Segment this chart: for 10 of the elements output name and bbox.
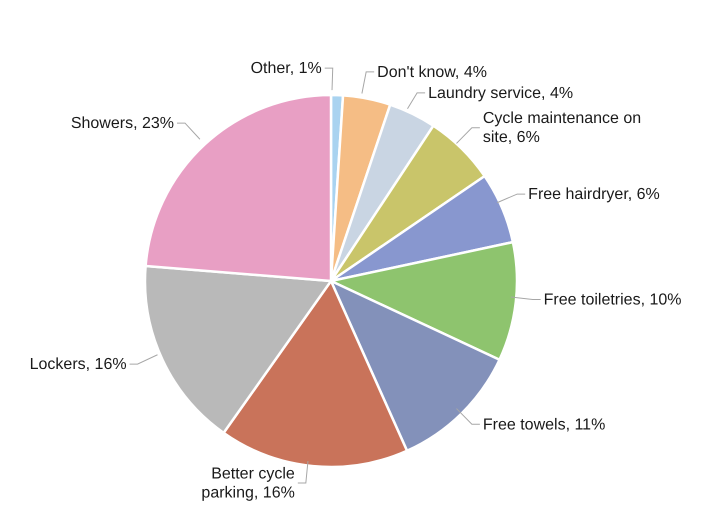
slice-label: Laundry service, 4% — [428, 84, 574, 102]
slice-label: Free hairdryer, 6% — [528, 186, 660, 203]
slice-label: Lockers, 16% — [30, 356, 127, 373]
slice-label: Cycle maintenance on site, 6% — [482, 110, 642, 146]
slice-label: Other, 1% — [250, 60, 322, 77]
slice-label: Better cycle parking, 16% — [201, 465, 295, 502]
slice-label: Don't know, 4% — [377, 63, 487, 80]
slice-label: Free toiletries, 10% — [544, 291, 682, 308]
slice-label: Showers, 23% — [70, 114, 174, 132]
slice-label: Free towels, 11% — [482, 416, 606, 433]
